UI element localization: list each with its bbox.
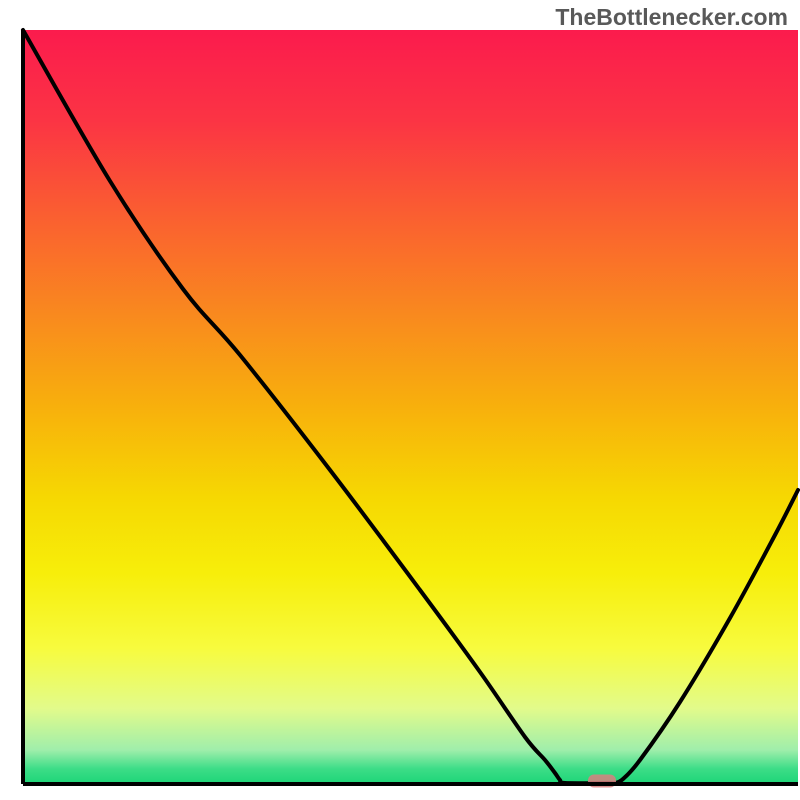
chart-container: TheBottlenecker.com [0,0,800,800]
bottleneck-chart [0,0,800,800]
watermark-text: TheBottlenecker.com [555,4,788,31]
plot-background [23,30,798,784]
